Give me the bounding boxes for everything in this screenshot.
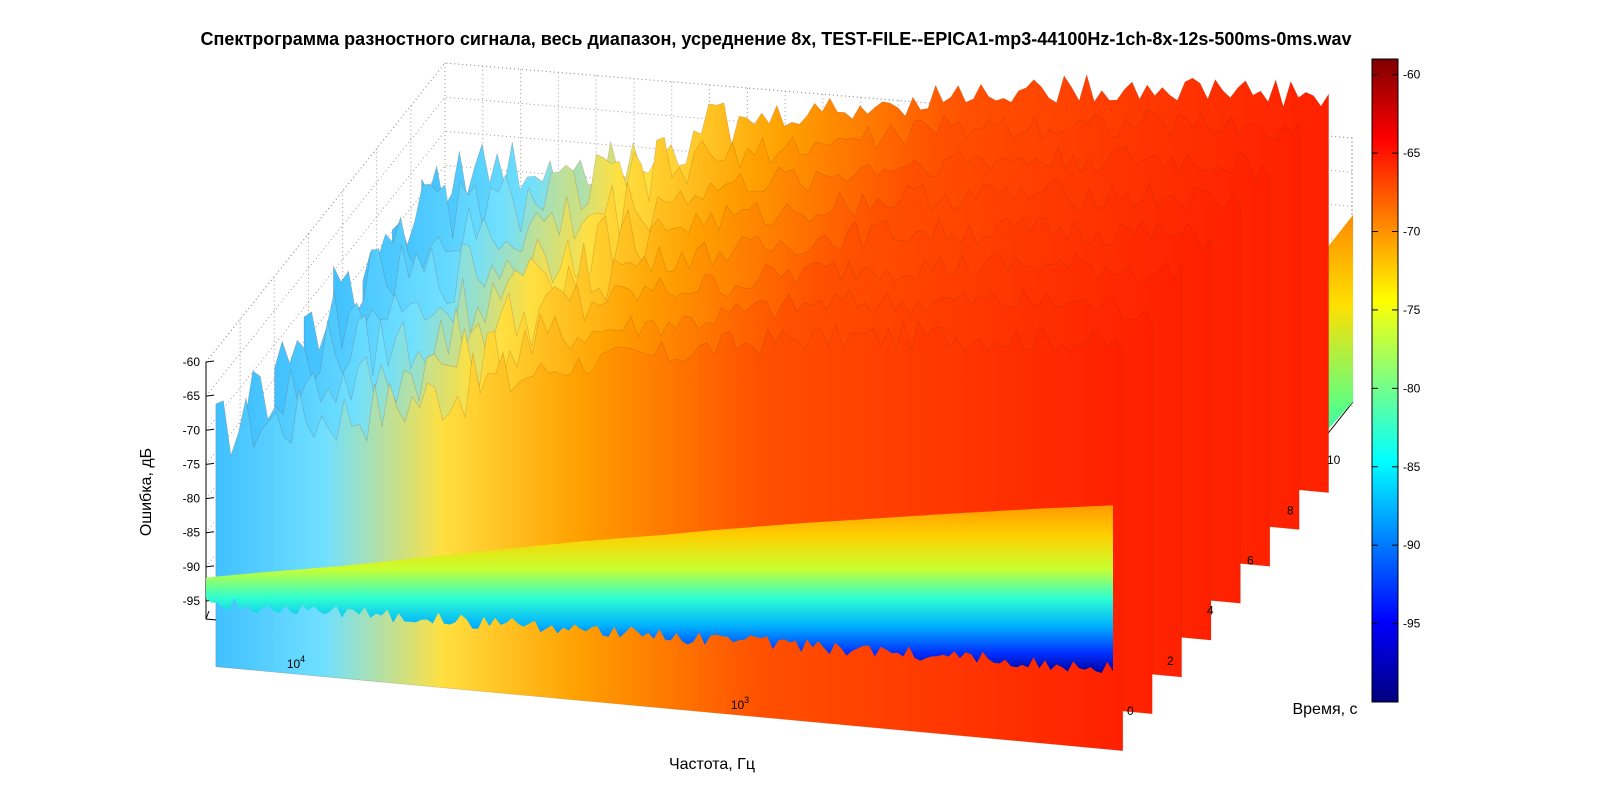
z-tick-label: -70 [183, 423, 201, 437]
colorbar-tick-label: -90 [1403, 538, 1421, 552]
z-tick-mark [205, 497, 215, 500]
colorbar: -60 -65 -70 -75 -80 -85 -90 -95 [1371, 58, 1421, 703]
x-tick-exponent: 4 [300, 654, 305, 664]
x-tick-base: 10 [287, 657, 301, 671]
z-tick-label: -80 [183, 492, 201, 506]
x-tick-label: 104 [287, 654, 305, 671]
y-tick-label: 10 [1327, 453, 1341, 467]
x-tick-exponent: 3 [744, 695, 749, 705]
z-tick-label: -90 [183, 560, 201, 574]
y-axis-label: Время, с [1292, 701, 1357, 718]
y-tick-label: 2 [1167, 654, 1174, 668]
z-tick-label: -75 [183, 457, 201, 471]
z-tick-mark [205, 428, 215, 431]
z-tick-mark [205, 394, 215, 397]
colorbar-tick-label: -80 [1403, 381, 1421, 395]
z-tick-label: -65 [183, 389, 201, 403]
z-tick-mark [205, 565, 215, 568]
colorbar-tick-label: -95 [1403, 617, 1421, 631]
chart-title: Спектрограмма разностного сигнала, весь … [201, 29, 1352, 49]
colorbar-tick-label: -60 [1403, 68, 1421, 82]
colorbar-tick-label: -70 [1403, 225, 1421, 239]
z-tick-mark [205, 360, 215, 363]
colorbar-ticks: -60 -65 -70 -75 -80 -85 -90 -95 [1372, 68, 1421, 631]
surface-front-face [206, 505, 1113, 673]
y-tick-label: 6 [1247, 554, 1254, 568]
y-tick-label: 4 [1207, 604, 1214, 618]
z-axis-label: Ошибка, дБ [138, 448, 155, 536]
x-axis-label: Частота, Гц [669, 756, 755, 773]
colorbar-tick-label: -85 [1403, 460, 1421, 474]
x-tick-base: 10 [731, 698, 745, 712]
colorbar-gradient [1371, 58, 1399, 703]
z-tick-label: -85 [183, 526, 201, 540]
x-tick-label: 103 [731, 695, 749, 712]
colorbar-tick-label: -65 [1403, 146, 1421, 160]
y-tick-label: 0 [1127, 704, 1134, 718]
surface-layer [206, 73, 1353, 752]
y-tick-label: 8 [1287, 503, 1294, 517]
z-tick-label: -60 [183, 355, 201, 369]
z-tick-mark [205, 531, 215, 534]
z-tick-label: -95 [183, 594, 201, 608]
colorbar-tick-label: -75 [1403, 303, 1421, 317]
z-tick-mark [205, 462, 215, 465]
x-tick-mark [205, 610, 210, 620]
